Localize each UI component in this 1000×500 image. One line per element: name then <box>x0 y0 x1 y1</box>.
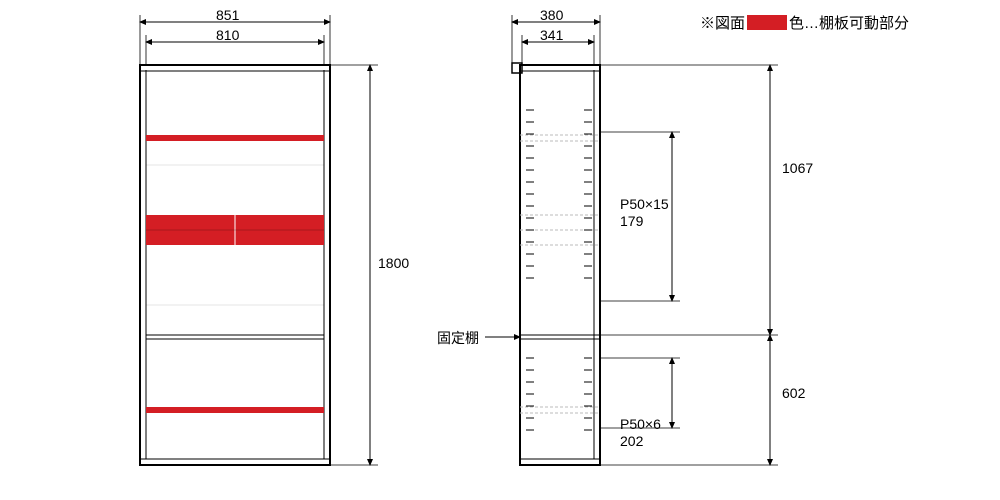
dim-side-outer-depth: 380 <box>540 7 563 23</box>
dim-lower-pitch-1: P50×6 <box>620 416 661 432</box>
dim-lower-pitch-2: 202 <box>620 433 643 449</box>
dim-upper-span: 1067 <box>782 160 813 176</box>
dim-front-inner-width: 810 <box>216 27 239 43</box>
dim-side-inner-depth: 341 <box>540 27 563 43</box>
dim-front-outer-width: 851 <box>216 7 239 23</box>
dim-lower-span: 602 <box>782 385 805 401</box>
legend-prefix: ※図面 <box>700 12 745 33</box>
legend-suffix: 色…棚板可動部分 <box>789 12 909 33</box>
legend: ※図面 色…棚板可動部分 <box>700 12 909 33</box>
dim-front-height: 1800 <box>378 255 409 271</box>
dim-upper-pitch-1: P50×15 <box>620 196 669 212</box>
legend-swatch-icon <box>747 15 787 30</box>
dim-upper-pitch-2: 179 <box>620 213 643 229</box>
label-fixed-shelf: 固定棚 <box>437 328 479 348</box>
